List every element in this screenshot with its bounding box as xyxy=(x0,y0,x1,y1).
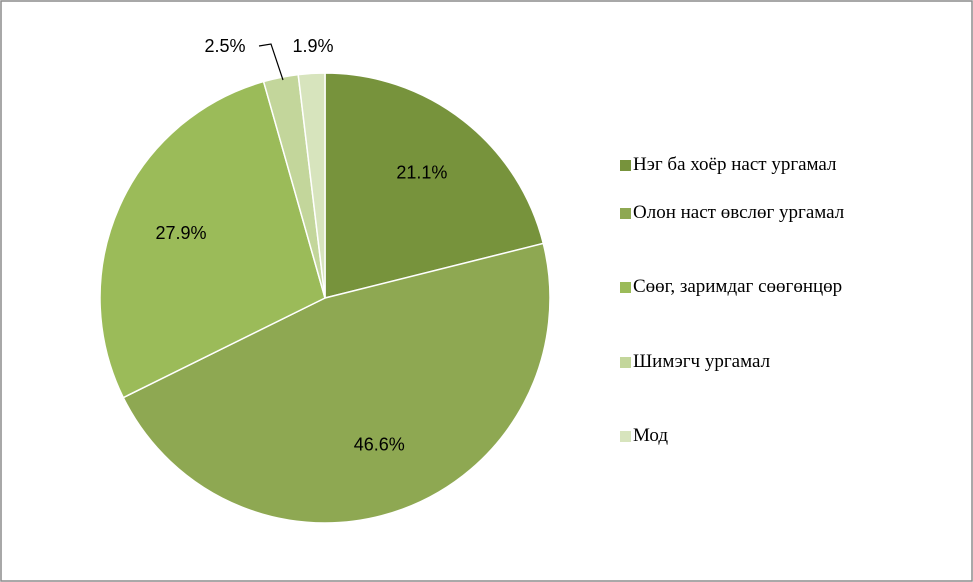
data-label: 46.6% xyxy=(354,435,405,455)
legend-label: Сөөг, заримдаг сөөгөнцөр xyxy=(633,276,843,297)
data-label: 27.9% xyxy=(156,223,207,243)
data-label: 1.9% xyxy=(292,36,333,56)
legend-label: Мод xyxy=(633,425,669,446)
data-labels: 21.1% 46.6% 27.9% 2.5% 1.9% xyxy=(156,36,448,455)
data-label: 21.1% xyxy=(396,163,447,183)
legend-label: Олон наст өвслөг ургамал xyxy=(633,202,845,223)
legend-swatch xyxy=(620,357,631,368)
legend-item: Олон наст өвслөг ургамал xyxy=(620,198,863,228)
legend-label: Нэг ба хоёр наст ургамал xyxy=(633,154,837,175)
legend-swatch xyxy=(620,431,631,442)
legend-swatch xyxy=(620,282,631,293)
leader-line xyxy=(258,43,284,81)
legend-item: Сөөг, заримдаг сөөгөнцөр xyxy=(620,272,863,302)
legend-item: Мод xyxy=(620,421,668,451)
legend-item: Шимэгч ургамал xyxy=(620,347,770,377)
pie xyxy=(99,72,551,524)
data-label: 2.5% xyxy=(204,36,245,56)
pie-slice xyxy=(122,242,551,524)
legend-swatch xyxy=(620,208,631,219)
legend-swatch xyxy=(620,160,631,171)
legend-item: Нэг ба хоёр наст ургамал xyxy=(620,150,837,180)
pie-slice xyxy=(99,80,326,399)
pie-slice xyxy=(297,72,326,299)
pie-slice xyxy=(324,72,545,299)
legend-label: Шимэгч ургамал xyxy=(633,351,771,372)
